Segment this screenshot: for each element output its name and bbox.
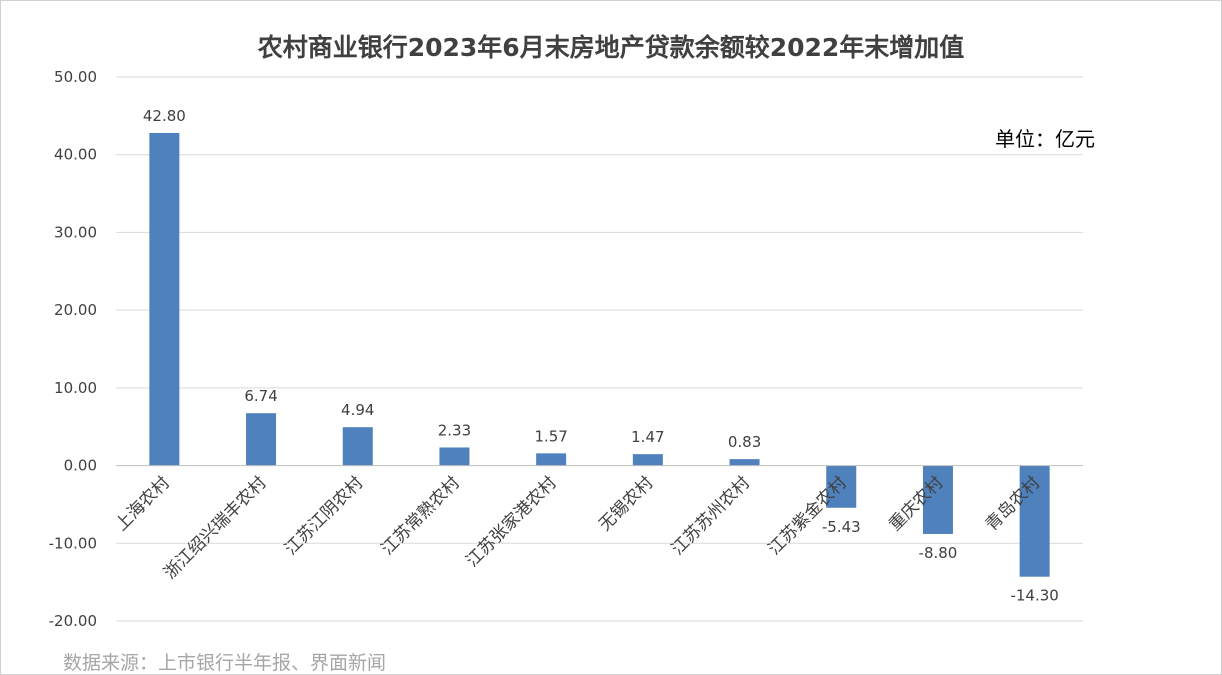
y-tick-label: 20.00 — [54, 301, 97, 319]
bar — [729, 459, 760, 466]
category-label: 江苏苏州农村 — [668, 473, 754, 559]
data-label: 6.74 — [244, 387, 277, 405]
y-tick-label: 50.00 — [54, 68, 97, 86]
data-label: 1.57 — [534, 427, 567, 445]
y-tick-label: 0.00 — [64, 457, 97, 475]
bar — [826, 465, 857, 508]
data-label: -8.80 — [919, 544, 958, 562]
data-label: 42.80 — [143, 107, 186, 125]
category-label: 浙江绍兴瑞丰农村 — [160, 473, 270, 583]
bar — [922, 465, 953, 534]
category-label: 无锡农村 — [595, 473, 657, 535]
category-label: 上海农村 — [112, 473, 174, 535]
data-label: 4.94 — [341, 401, 374, 419]
data-label: -5.43 — [822, 518, 861, 536]
unit-label: 单位：亿元 — [995, 127, 1095, 151]
category-label: 江苏紫金农村 — [765, 473, 851, 559]
y-tick-label: -20.00 — [49, 612, 97, 630]
y-tick-label: 30.00 — [54, 223, 97, 241]
y-tick-label: -10.00 — [49, 534, 97, 552]
bar — [149, 132, 180, 466]
bars — [149, 132, 1050, 577]
data-label: 2.33 — [438, 421, 471, 439]
data-labels: 42.80 6.74 4.94 2.33 1.57 1.47 0.83 -5.43 -8.80 -… — [143, 107, 1059, 605]
category-label: 江苏江阴农村 — [281, 473, 367, 559]
bar — [342, 427, 373, 466]
chart-title: 农村商业银行2023年6月末房地产贷款余额较2022年末增加值 — [257, 33, 965, 62]
source-label: 数据来源：上市银行半年报、界面新闻 — [63, 652, 386, 674]
category-label: 江苏常熟农村 — [377, 472, 464, 559]
bar — [536, 453, 567, 466]
bar — [439, 447, 470, 466]
category-label: 江苏张家港农村 — [462, 473, 560, 571]
data-label: -14.30 — [1010, 587, 1058, 605]
bar — [1019, 465, 1050, 577]
gridlines — [116, 76, 1083, 622]
bar — [632, 454, 663, 466]
y-tick-label: 40.00 — [54, 146, 97, 164]
data-label: 1.47 — [631, 428, 664, 446]
bar — [246, 413, 277, 466]
y-axis-ticks: 50.00 40.00 30.00 20.00 10.00 0.00 -10.00 -20.0… — [49, 68, 97, 630]
y-tick-label: 10.00 — [54, 379, 97, 397]
data-label: 0.83 — [728, 433, 761, 451]
